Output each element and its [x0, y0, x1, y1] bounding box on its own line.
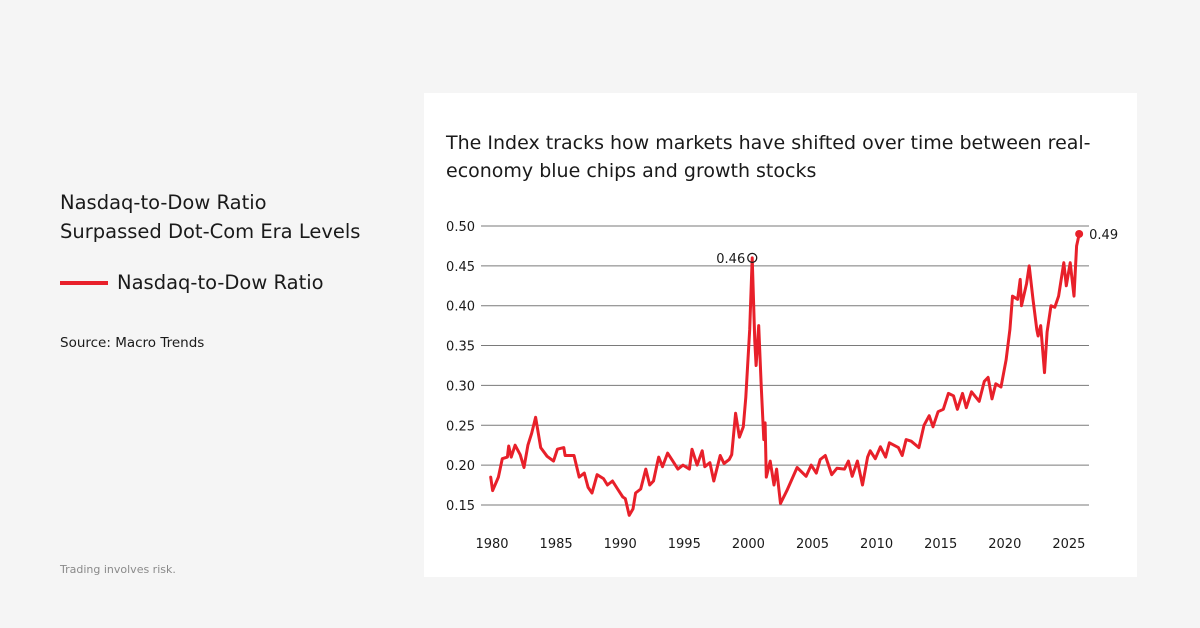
latest-marker	[1075, 229, 1084, 238]
series-line	[489, 232, 1081, 517]
y-tick-label: 0.25	[446, 419, 475, 434]
title-line-2: Surpassed Dot-Com Era Levels	[60, 220, 361, 243]
x-tick-label: 2015	[924, 537, 957, 552]
title-line-1: Nasdaq-to-Dow Ratio	[60, 191, 267, 214]
peak-marker	[747, 252, 758, 264]
x-tick-label: 1990	[604, 537, 637, 552]
legend: Nasdaq-to-Dow Ratio	[60, 271, 324, 294]
y-tick-label: 0.50	[446, 220, 475, 235]
x-tick-label: 1980	[475, 537, 508, 552]
legend-swatch	[60, 280, 108, 285]
data-label: 0.46	[716, 252, 745, 267]
y-tick-label: 0.40	[446, 300, 475, 315]
x-tick-label: 2000	[732, 537, 765, 552]
x-tick-label: 2020	[988, 537, 1021, 552]
data-label: 0.49	[1089, 228, 1118, 243]
legend-label: Nasdaq-to-Dow Ratio	[117, 271, 324, 294]
chart-title: The Index tracks how markets have shifte…	[446, 132, 1091, 182]
x-tick-label: 2025	[1052, 537, 1085, 552]
y-tick-label: 0.45	[446, 260, 475, 275]
x-tick-label: 1995	[668, 537, 701, 552]
source-note: Source: Macro Trends	[60, 335, 205, 351]
x-tick-label: 2010	[860, 537, 893, 552]
page-title: Nasdaq-to-Dow Ratio Surpassed Dot-Com Er…	[60, 188, 360, 246]
y-tick-label: 0.20	[446, 459, 475, 474]
x-tick-label: 2005	[796, 537, 829, 552]
risk-disclaimer: Trading involves risk.	[60, 563, 176, 576]
x-tick-label: 1985	[540, 537, 573, 552]
y-tick-label: 0.35	[446, 340, 475, 355]
y-tick-label: 0.30	[446, 379, 475, 394]
y-tick-label: 0.15	[446, 499, 475, 514]
